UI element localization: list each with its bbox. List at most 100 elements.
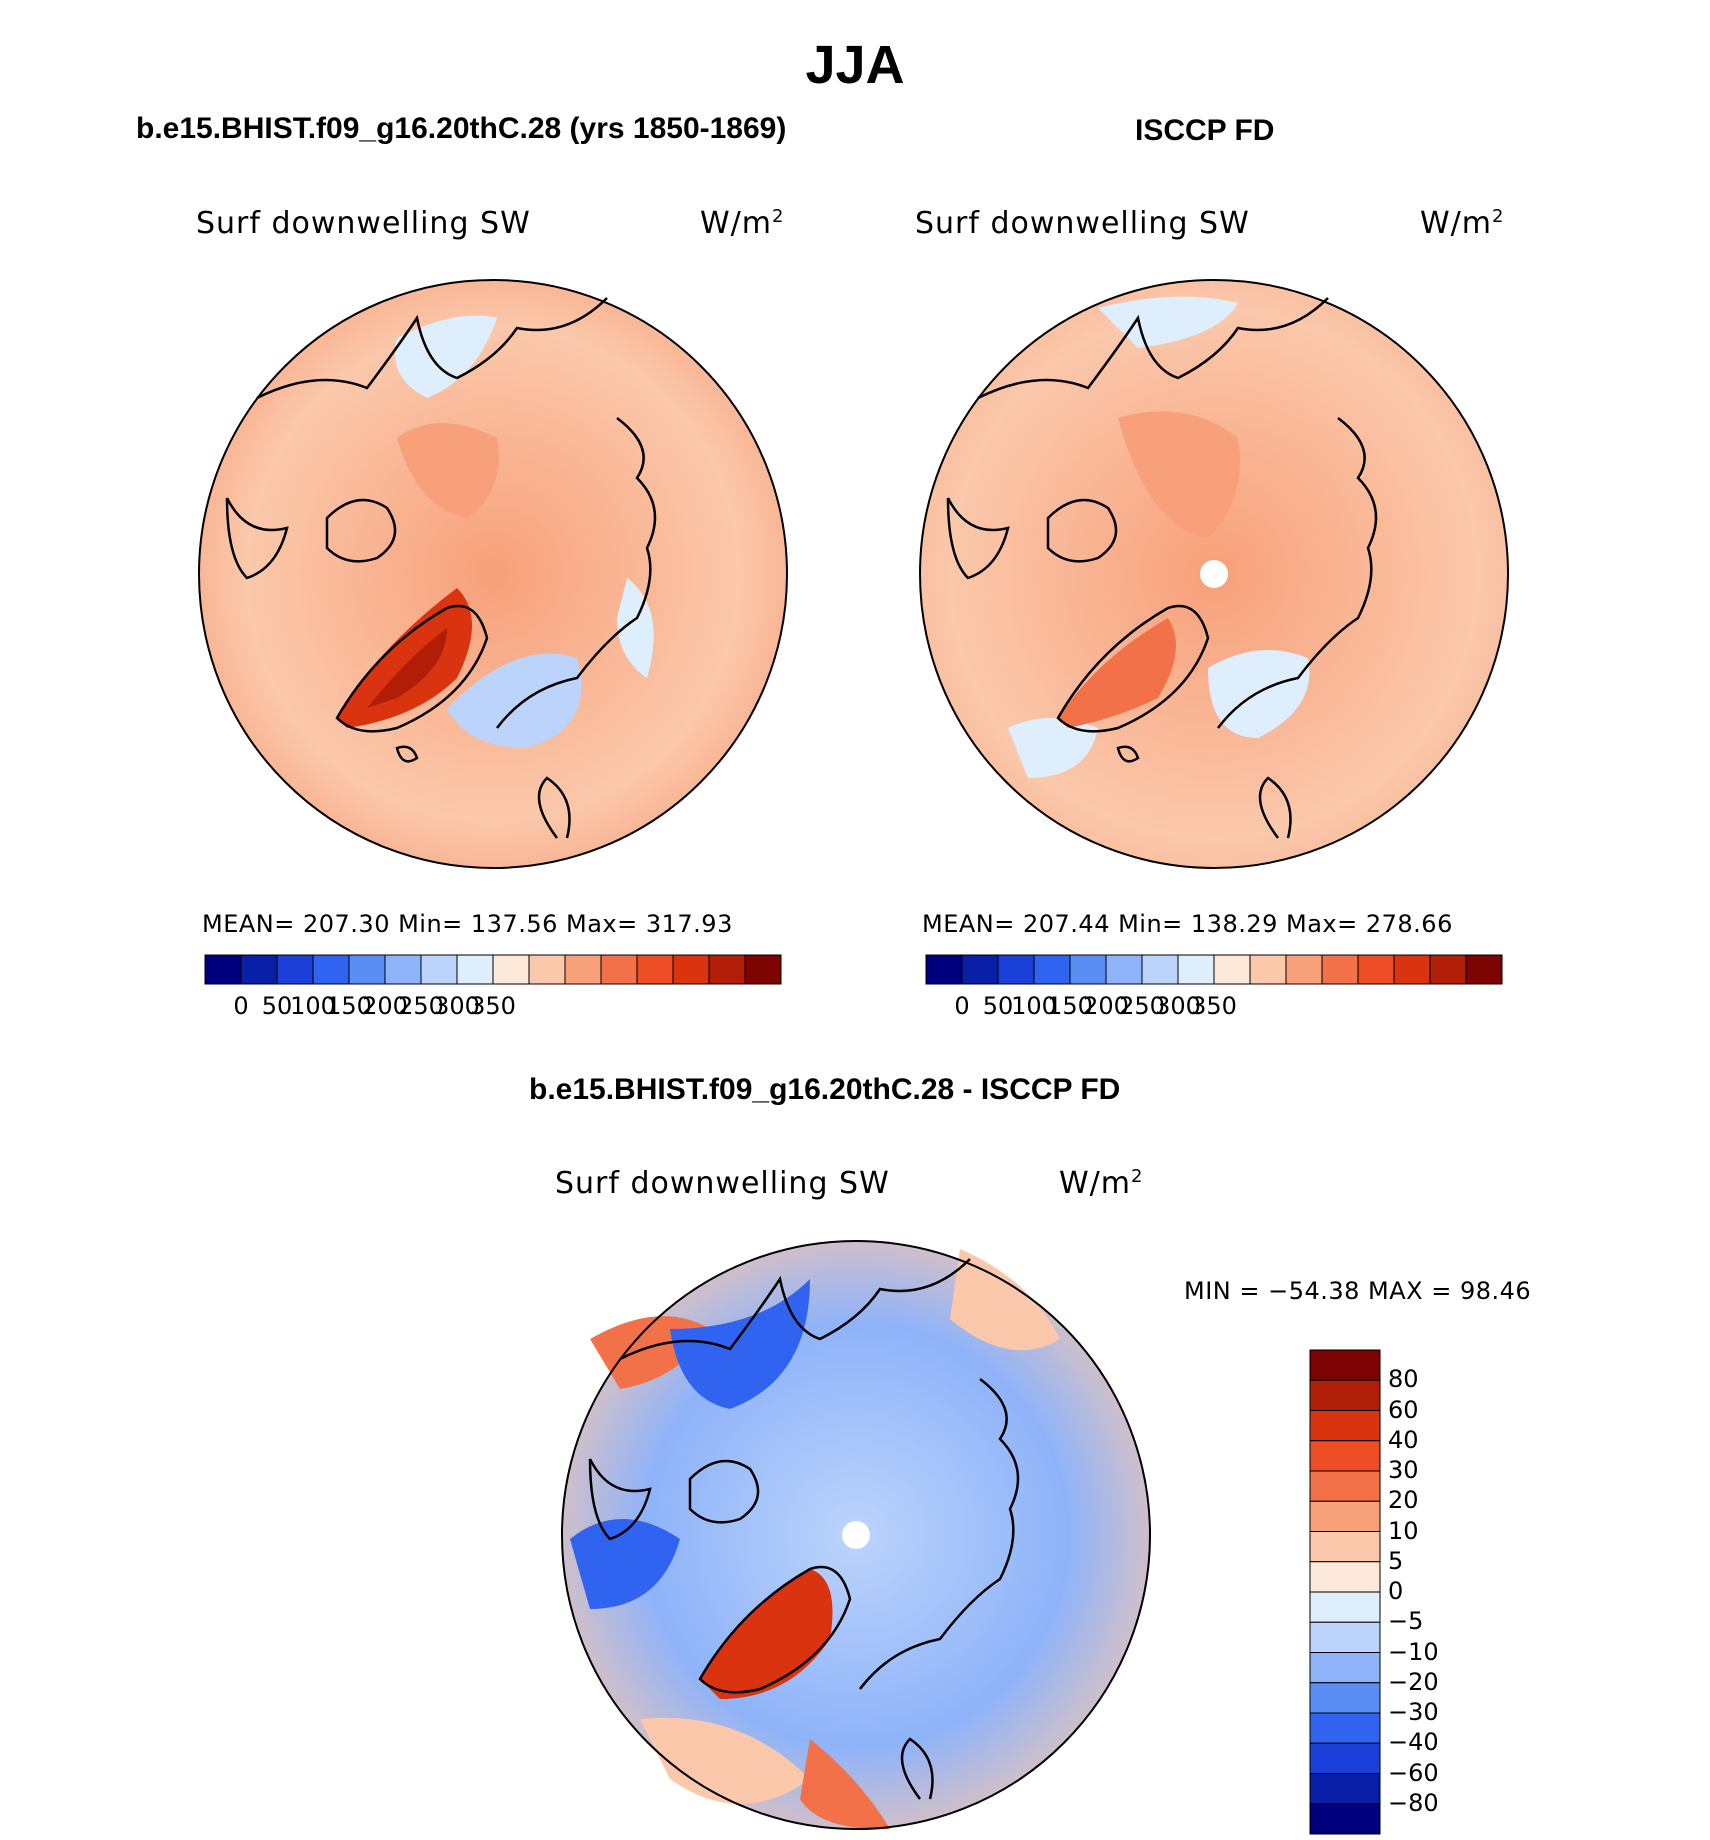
- colorbar-swatch: [1321, 954, 1359, 985]
- right-map-cool-region: [1098, 296, 1238, 348]
- colorbar-swatch: [672, 954, 710, 985]
- colorbar-swatch: [528, 954, 566, 985]
- right-map-pole-hole: [1200, 560, 1228, 588]
- colorbar-swatch: [384, 954, 422, 985]
- colorbar-tick-label: 0: [233, 992, 249, 1020]
- colorbar-swatch: [1213, 954, 1251, 985]
- right-map-warm-region: [1058, 618, 1176, 728]
- diff-panel-title: b.e15.BHIST.f09_g16.20thC.28 - ISCCP FD: [529, 1073, 1121, 1106]
- diff-map-cool-region: [670, 1279, 810, 1409]
- left-colorbar: [204, 954, 782, 985]
- right-map-coastlines: [946, 297, 1378, 839]
- colorbar-swatch: [312, 954, 350, 985]
- right-panel-title: ISCCP FD: [1135, 114, 1275, 147]
- colorbar-swatch: [1033, 954, 1071, 985]
- colorbar-tick-label: −40: [1388, 1728, 1439, 1757]
- colorbar-swatch: [1309, 1652, 1381, 1684]
- colorbar-swatch: [492, 954, 530, 985]
- colorbar-tick-label: 50: [261, 992, 293, 1020]
- colorbar-swatch: [1309, 1349, 1381, 1381]
- diff-map-border: [561, 1240, 1151, 1830]
- colorbar-tick-label: 0: [954, 992, 970, 1020]
- diff-units-label: W/m2: [1059, 1166, 1144, 1201]
- diff-colorbar: [1309, 1349, 1381, 1835]
- figure-title: JJA: [805, 35, 905, 95]
- right-colorbar-ticks: 0 50 100 150 200 250 300 350: [926, 992, 1502, 1022]
- left-map-warm-core: [367, 628, 447, 708]
- diff-stats: MIN = −54.38 MAX = 98.46: [1184, 1277, 1532, 1305]
- colorbar-swatch: [1249, 954, 1287, 985]
- colorbar-tick-label: 250: [398, 992, 444, 1020]
- diff-polar-map: [561, 1240, 1151, 1830]
- right-polar-map: [919, 279, 1509, 869]
- left-units-label: W/m2: [700, 206, 785, 241]
- right-map-cool-region-2: [1208, 650, 1310, 738]
- colorbar-swatch: [1309, 1531, 1381, 1563]
- colorbar-swatch: [1429, 954, 1467, 985]
- colorbar-swatch: [1069, 954, 1107, 985]
- colorbar-swatch: [636, 954, 674, 985]
- colorbar-swatch: [1309, 1379, 1381, 1411]
- colorbar-tick-label: −10: [1388, 1637, 1439, 1666]
- colorbar-tick-label: −60: [1388, 1758, 1439, 1787]
- colorbar-swatch: [1177, 954, 1215, 985]
- colorbar-tick-label: −30: [1388, 1698, 1439, 1726]
- colorbar-swatch: [925, 954, 963, 985]
- left-map-border: [198, 279, 788, 869]
- right-map-cool-region-3: [1008, 718, 1098, 778]
- right-colorbar: [925, 954, 1503, 985]
- left-map-coastlines: [225, 297, 657, 839]
- colorbar-tick-label: 5: [1388, 1546, 1404, 1575]
- colorbar-swatch: [600, 954, 638, 985]
- left-colorbar-ticks: 0 50 100 150 200 250 300 350: [205, 992, 781, 1022]
- colorbar-swatch: [1309, 1440, 1381, 1472]
- colorbar-tick-label: 30: [1388, 1456, 1419, 1484]
- colorbar-tick-label: 200: [1083, 992, 1129, 1020]
- colorbar-swatch: [204, 954, 242, 985]
- colorbar-tick-label: −5: [1388, 1607, 1424, 1636]
- colorbar-swatch: [1309, 1773, 1381, 1805]
- colorbar-swatch: [1393, 954, 1431, 985]
- colorbar-tick-label: 40: [1388, 1425, 1419, 1454]
- diff-map-warm-region-3: [640, 1717, 810, 1804]
- colorbar-tick-label: −20: [1388, 1667, 1439, 1696]
- colorbar-swatch: [1309, 1591, 1381, 1623]
- colorbar-swatch: [1105, 954, 1143, 985]
- colorbar-swatch: [276, 954, 314, 985]
- right-map-arctic: [1118, 411, 1240, 538]
- diff-map-coastlines: [588, 1258, 1020, 1800]
- colorbar-swatch: [564, 954, 602, 985]
- colorbar-swatch: [1285, 954, 1323, 985]
- diff-variable-label: Surf downwelling SW: [555, 1166, 890, 1201]
- colorbar-tick-label: 50: [982, 992, 1014, 1020]
- colorbar-swatch: [1357, 954, 1395, 985]
- colorbar-swatch: [1309, 1712, 1381, 1744]
- colorbar-swatch: [1309, 1742, 1381, 1774]
- left-polar-map: [198, 279, 788, 869]
- colorbar-tick-label: 350: [470, 992, 516, 1020]
- colorbar-swatch: [744, 954, 782, 985]
- colorbar-tick-label: 20: [1388, 1486, 1419, 1515]
- right-variable-label: Surf downwelling SW: [915, 206, 1250, 241]
- colorbar-swatch: [1309, 1500, 1381, 1532]
- colorbar-tick-label: 250: [1119, 992, 1165, 1020]
- colorbar-tick-label: 150: [326, 992, 372, 1020]
- left-map-cool-region-2: [447, 653, 582, 748]
- colorbar-tick-label: 100: [290, 992, 336, 1020]
- diff-map-warm-region-2: [950, 1249, 1060, 1351]
- colorbar-swatch: [1141, 954, 1179, 985]
- left-map-field: [199, 280, 787, 868]
- left-stats: MEAN= 207.30 Min= 137.56 Max= 317.93: [202, 910, 733, 938]
- colorbar-tick-label: 350: [1191, 992, 1237, 1020]
- colorbar-tick-label: 100: [1011, 992, 1057, 1020]
- right-stats: MEAN= 207.44 Min= 138.29 Max= 278.66: [922, 910, 1453, 938]
- colorbar-swatch: [1309, 1470, 1381, 1502]
- left-panel-title: b.e15.BHIST.f09_g16.20thC.28 (yrs 1850-1…: [136, 112, 787, 145]
- colorbar-tick-label: 150: [1047, 992, 1093, 1020]
- colorbar-swatch: [961, 954, 999, 985]
- diff-map-pole-hole: [842, 1521, 870, 1549]
- diff-colorbar-ticks: 80 60 40 30 20 10 5 0 −5 −10 −20 −30 −40 −60 −80: [1388, 1350, 1468, 1834]
- right-units-label: W/m2: [1420, 206, 1505, 241]
- colorbar-tick-label: 10: [1388, 1516, 1419, 1545]
- colorbar-swatch: [1309, 1621, 1381, 1653]
